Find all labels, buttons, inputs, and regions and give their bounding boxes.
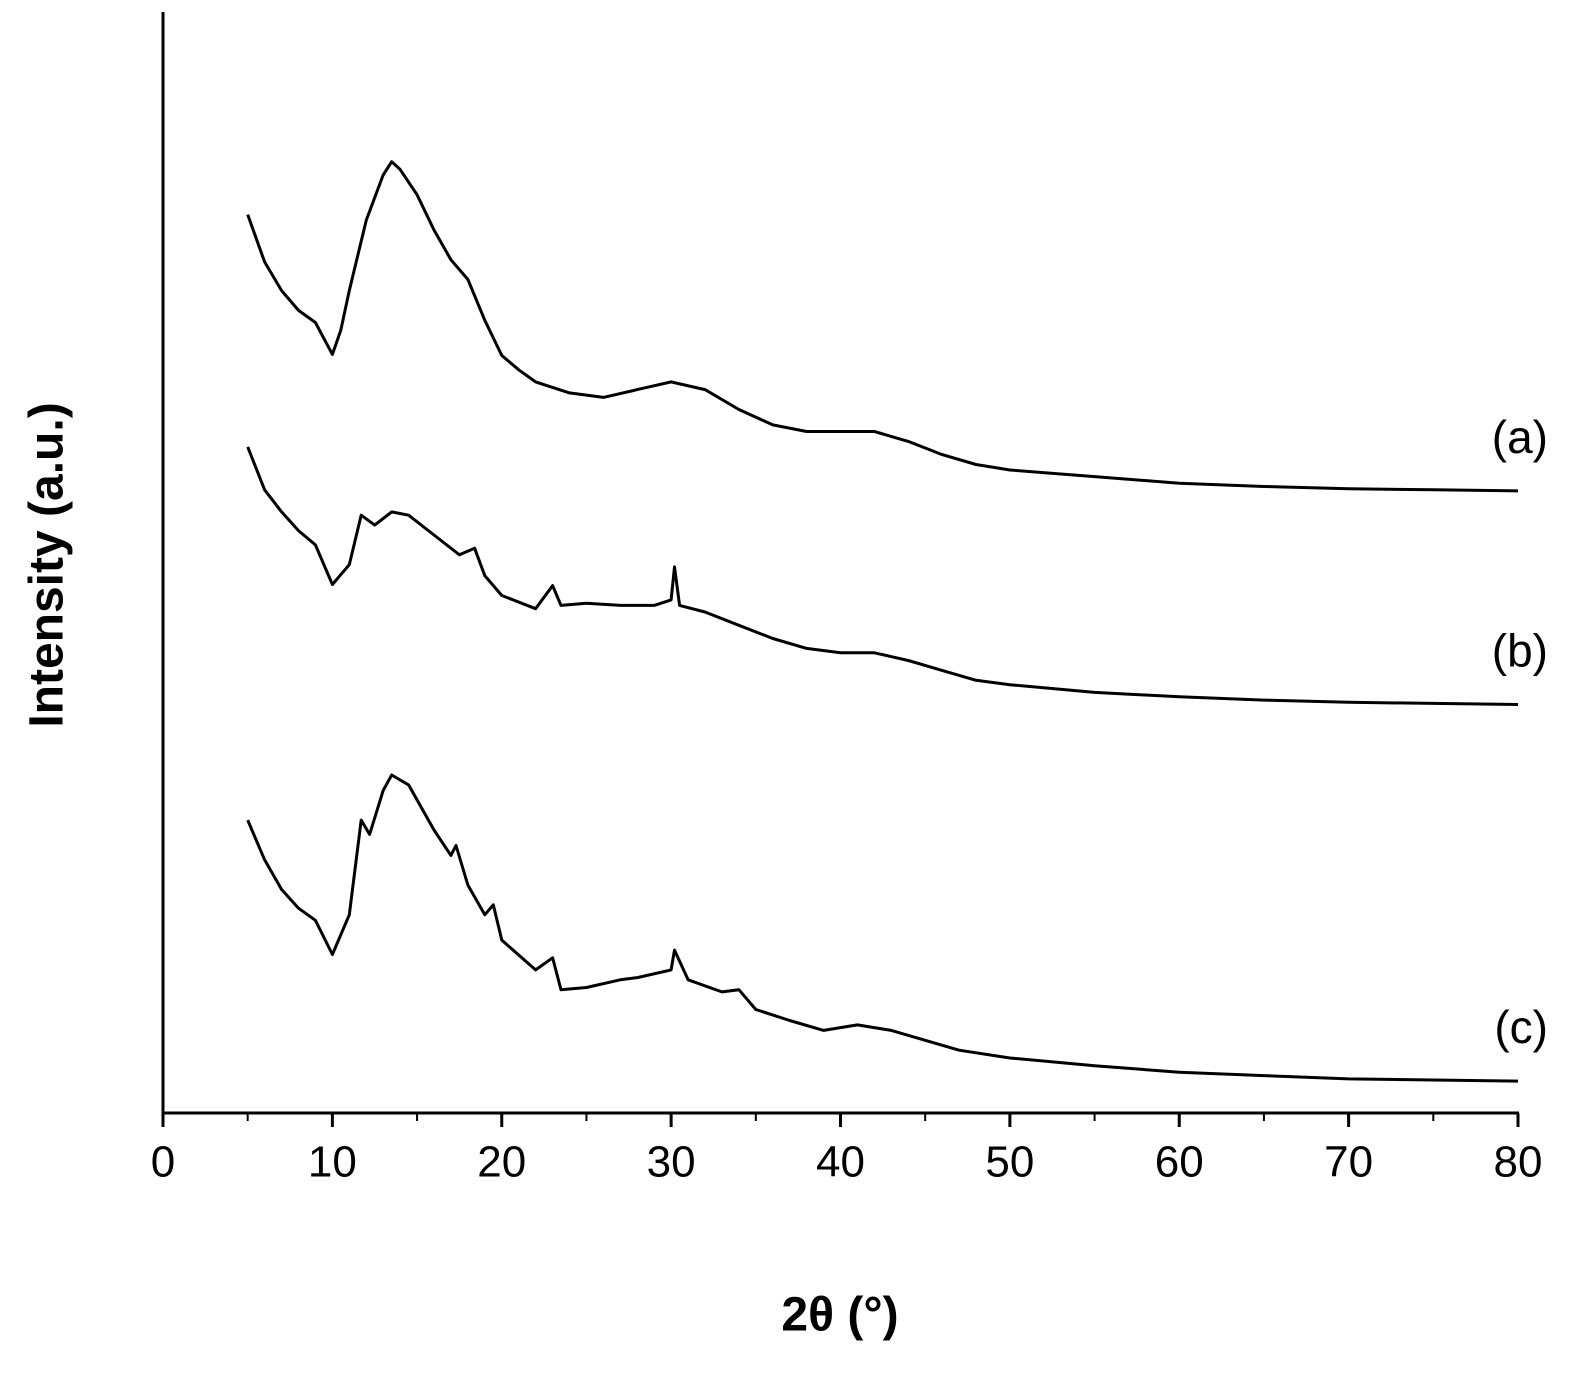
x-tick-label: 30 (647, 1138, 696, 1187)
x-tick-label: 10 (308, 1138, 357, 1187)
x-tick-label: 80 (1494, 1138, 1543, 1187)
x-tick-label: 60 (1155, 1138, 1204, 1187)
y-axis-label: Intensity (a.u.) (21, 402, 74, 727)
series-label: (a) (1492, 411, 1548, 463)
x-tick-label: 20 (477, 1138, 526, 1187)
xrd-line (246, 160, 1519, 493)
x-axis-label: 2θ (°) (781, 1289, 898, 1342)
x-tick-label: 0 (151, 1138, 175, 1187)
x-tick-label: 40 (816, 1138, 865, 1187)
series-label: (c) (1494, 1001, 1548, 1053)
xrd-line (246, 446, 1519, 706)
x-tick-label: 50 (985, 1138, 1034, 1187)
x-tick-label: 70 (1324, 1138, 1373, 1187)
xrd-line (246, 773, 1519, 1083)
series-label: (b) (1492, 625, 1548, 677)
